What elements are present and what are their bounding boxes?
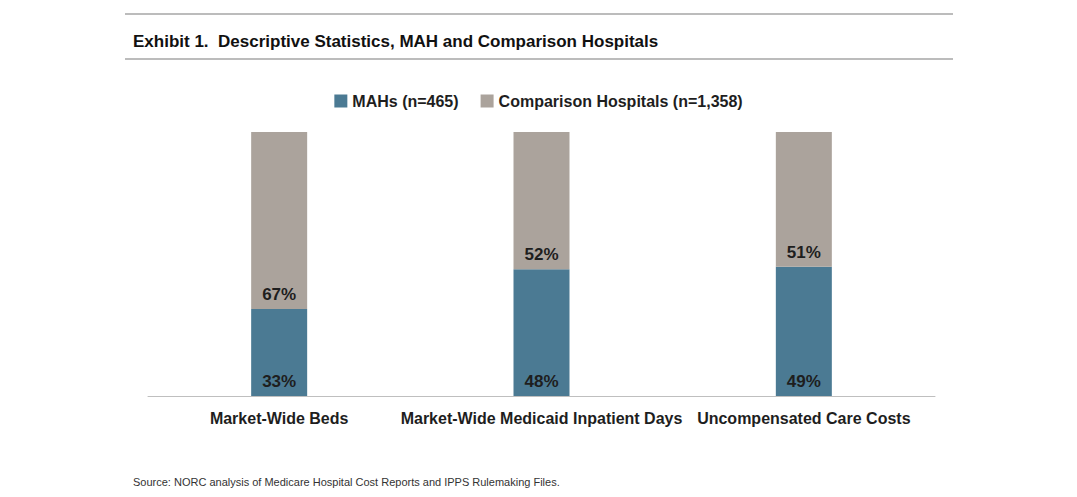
svg-text:33%: 33% bbox=[262, 372, 296, 391]
svg-text:52%: 52% bbox=[524, 245, 558, 264]
svg-text:51%: 51% bbox=[787, 243, 821, 262]
svg-text:48%: 48% bbox=[524, 372, 558, 391]
svg-text:Market-Wide Beds: Market-Wide Beds bbox=[210, 410, 349, 427]
svg-text:Comparison Hospitals (n=1,358): Comparison Hospitals (n=1,358) bbox=[499, 93, 743, 110]
svg-text:Uncompensated Care Costs: Uncompensated Care Costs bbox=[697, 410, 910, 427]
svg-text:67%: 67% bbox=[262, 285, 296, 304]
svg-text:Exhibit 1. Descriptive Statis: Exhibit 1. Descriptive Statistics, MAH a… bbox=[133, 32, 658, 51]
svg-text:49%: 49% bbox=[787, 372, 821, 391]
svg-text:MAHs (n=465): MAHs (n=465) bbox=[352, 93, 458, 110]
svg-text:Market-Wide Medicaid Inpatient: Market-Wide Medicaid Inpatient Days bbox=[401, 410, 683, 427]
svg-text:Source: NORC analysis of Medic: Source: NORC analysis of Medicare Hospit… bbox=[133, 476, 560, 488]
